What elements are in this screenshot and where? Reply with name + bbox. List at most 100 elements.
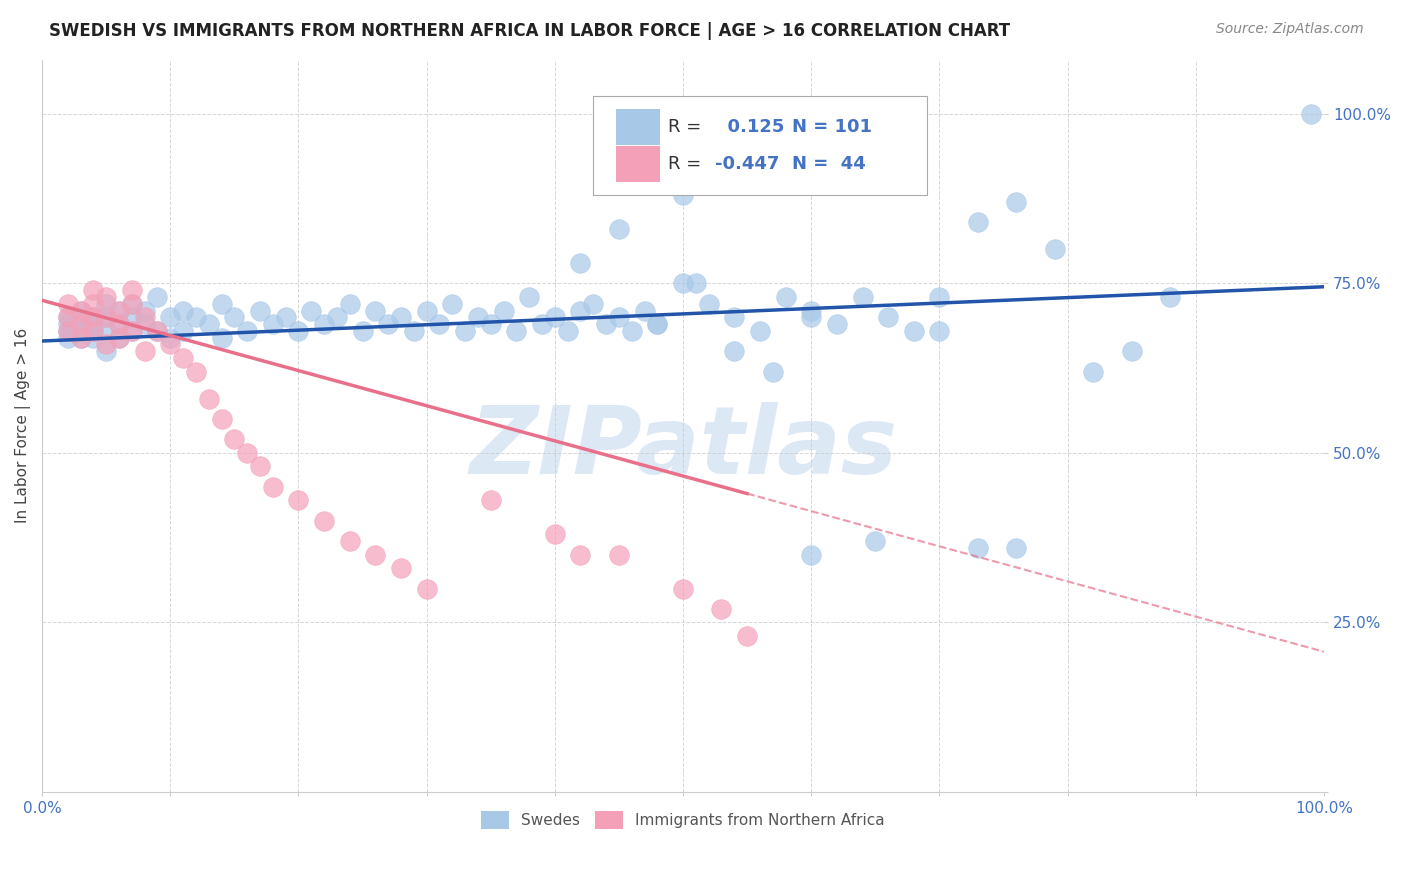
Point <box>517 290 540 304</box>
Point <box>262 317 284 331</box>
Point <box>121 324 143 338</box>
Point <box>236 324 259 338</box>
Text: -0.447: -0.447 <box>716 154 779 172</box>
Point <box>262 480 284 494</box>
Point <box>69 331 91 345</box>
Point <box>82 296 104 310</box>
Point <box>607 310 630 325</box>
Point <box>211 331 233 345</box>
Point <box>96 310 118 325</box>
Point <box>224 433 246 447</box>
Point <box>339 534 361 549</box>
Point <box>159 331 181 345</box>
Point <box>121 296 143 310</box>
Point <box>735 168 758 182</box>
Point <box>1301 107 1323 121</box>
Point <box>299 303 322 318</box>
Point <box>82 310 104 325</box>
Point <box>697 296 720 310</box>
Point <box>749 324 772 338</box>
Point <box>928 290 950 304</box>
Point <box>96 337 118 351</box>
Point <box>134 303 156 318</box>
Point <box>121 296 143 310</box>
Point <box>197 317 219 331</box>
Point <box>479 493 502 508</box>
Point <box>172 351 194 365</box>
Point <box>69 303 91 318</box>
Point <box>429 317 451 331</box>
Point <box>249 303 271 318</box>
Point <box>121 310 143 325</box>
Point <box>211 412 233 426</box>
Point <box>287 493 309 508</box>
Point <box>82 324 104 338</box>
Text: 0.125: 0.125 <box>716 118 785 136</box>
Point <box>82 283 104 297</box>
Point <box>69 317 91 331</box>
Point <box>544 527 567 541</box>
Point <box>364 303 387 318</box>
Point <box>69 317 91 331</box>
Point <box>479 317 502 331</box>
Point <box>146 290 169 304</box>
Point <box>377 317 399 331</box>
Point <box>82 331 104 345</box>
FancyBboxPatch shape <box>593 96 927 195</box>
Point <box>69 310 91 325</box>
Point <box>287 324 309 338</box>
Point <box>364 548 387 562</box>
Point <box>672 582 695 596</box>
Point <box>454 324 477 338</box>
Point <box>595 317 617 331</box>
Point <box>531 317 554 331</box>
Point <box>1005 194 1028 209</box>
Point <box>96 324 118 338</box>
Point <box>569 548 592 562</box>
Point <box>197 392 219 406</box>
Point <box>326 310 349 325</box>
Point <box>314 514 336 528</box>
Point <box>607 222 630 236</box>
Point <box>172 324 194 338</box>
Point <box>108 331 131 345</box>
Point <box>211 296 233 310</box>
Point <box>865 534 887 549</box>
Y-axis label: In Labor Force | Age > 16: In Labor Force | Age > 16 <box>15 328 31 524</box>
Point <box>1159 290 1181 304</box>
Point <box>352 324 374 338</box>
Point <box>108 331 131 345</box>
Point <box>557 324 579 338</box>
Point <box>633 303 655 318</box>
Point <box>159 337 181 351</box>
Point <box>236 446 259 460</box>
Point <box>1121 344 1143 359</box>
Point <box>415 582 437 596</box>
Point <box>82 310 104 325</box>
Point <box>569 256 592 270</box>
Point <box>108 303 131 318</box>
Point <box>108 303 131 318</box>
Point <box>672 188 695 202</box>
Point <box>928 324 950 338</box>
Point <box>467 310 489 325</box>
Point <box>134 310 156 325</box>
Point <box>877 310 900 325</box>
Point <box>775 290 797 304</box>
Text: Source: ZipAtlas.com: Source: ZipAtlas.com <box>1216 22 1364 37</box>
Point <box>56 296 79 310</box>
Point <box>274 310 297 325</box>
Point <box>69 331 91 345</box>
Point <box>56 324 79 338</box>
Point <box>56 324 79 338</box>
Point <box>96 296 118 310</box>
Point <box>184 365 207 379</box>
Point <box>723 344 745 359</box>
Point <box>69 324 91 338</box>
Point <box>672 277 695 291</box>
Text: R =: R = <box>668 118 702 136</box>
Point <box>249 459 271 474</box>
Point <box>966 541 988 555</box>
Point <box>569 303 592 318</box>
Point <box>121 324 143 338</box>
